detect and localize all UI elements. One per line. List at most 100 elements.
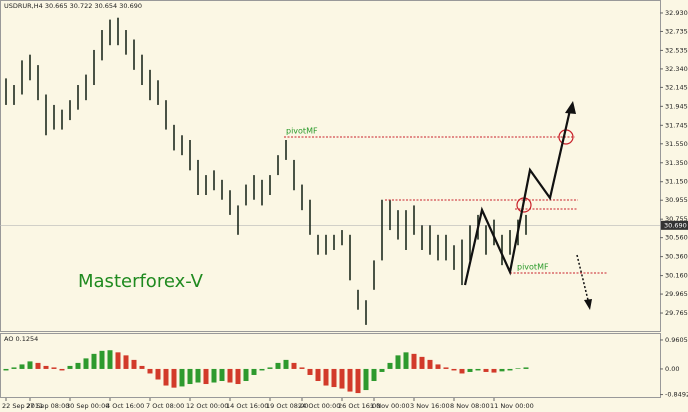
indicator-bar xyxy=(435,364,441,369)
indicator-bar xyxy=(331,368,337,388)
last-price-label: 30.690 xyxy=(664,221,687,229)
indicator-bar xyxy=(411,353,417,369)
indicator-bar xyxy=(83,358,89,369)
x-tick-label: 12 Oct 00:00 xyxy=(186,402,228,410)
indicator-bar xyxy=(523,367,529,369)
indicator-bar xyxy=(163,368,169,386)
indicator-bar xyxy=(355,368,361,394)
indicator-bar xyxy=(179,368,185,387)
indicator-bar xyxy=(347,368,353,392)
indicator-bar xyxy=(299,367,305,369)
y-tick-label: 32.340 xyxy=(665,65,688,73)
indicator-bar xyxy=(51,367,57,369)
indicator-bar xyxy=(283,359,289,369)
indicator-bar xyxy=(499,368,505,372)
y-tick-label: 29.965 xyxy=(665,290,688,298)
indicator-bar xyxy=(467,368,473,372)
arrow-head xyxy=(565,101,576,114)
x-tick-label: 11 Nov 00:00 xyxy=(490,402,534,410)
indicator-bar xyxy=(195,368,201,383)
x-tick-label: 7 Oct 08:00 xyxy=(146,402,184,410)
y-tick-label: 32.735 xyxy=(665,27,688,35)
indicator-bar xyxy=(307,368,313,375)
indicator-bar xyxy=(403,352,409,369)
indicator-bar xyxy=(515,368,521,369)
indicator-bar xyxy=(131,359,137,369)
annotation: pivotMF xyxy=(286,127,318,136)
indicator-bar xyxy=(475,368,481,371)
indicator-bar xyxy=(427,359,433,369)
indicator-bar xyxy=(19,364,25,369)
indicator-bar xyxy=(171,368,177,388)
indicator-bar xyxy=(11,367,17,369)
indicator-bar xyxy=(203,368,209,385)
x-tick-label: 27 Sep 08:00 xyxy=(26,402,69,410)
y2-tick-label: 0.9605 xyxy=(665,336,688,344)
indicator-bar xyxy=(219,368,225,382)
indicator-bar xyxy=(483,368,489,372)
y-tick-label: 30.560 xyxy=(665,234,688,242)
y-tick-label: 30.955 xyxy=(665,196,688,204)
indicator-bar xyxy=(419,356,425,369)
chart-title: USDRUR,H4 30.665 30.722 30.654 30.690 xyxy=(4,2,142,10)
overlay xyxy=(284,101,608,310)
x-tick-label: 14 Oct 16:00 xyxy=(226,402,268,410)
indicator-bar xyxy=(323,368,329,386)
indicator-bar xyxy=(387,362,393,369)
indicator-bar xyxy=(27,361,33,369)
indicator-bar xyxy=(315,368,321,382)
indicator-bar xyxy=(291,362,297,369)
indicator-bar xyxy=(275,362,281,369)
indicator-bar xyxy=(451,368,457,371)
indicator-bar xyxy=(67,365,73,369)
y-tick-label: 30.755 xyxy=(665,215,688,223)
y2-tick-label: -0.8492 xyxy=(665,391,688,399)
indicator-bar xyxy=(147,368,153,374)
y-tick-label: 31.745 xyxy=(665,121,688,129)
annotation: pivotMF xyxy=(517,263,549,272)
indicator-bar xyxy=(267,367,273,369)
indicator-bar xyxy=(139,365,145,369)
indicator-bar xyxy=(35,362,41,369)
y-tick-label: 31.350 xyxy=(665,159,688,167)
last-price-box xyxy=(661,220,688,230)
y-tick-label: 30.360 xyxy=(665,253,688,261)
y-tick-label: 31.550 xyxy=(665,140,688,148)
indicator-bar xyxy=(371,368,377,382)
indicator-bar xyxy=(243,368,249,382)
indicator-panel xyxy=(0,333,661,398)
indicator-bar xyxy=(227,368,233,383)
x-tick-label: 4 Oct 16:00 xyxy=(106,402,144,410)
x-tick-label: 3 Nov 16:00 xyxy=(410,402,450,410)
indicator-bar xyxy=(187,368,193,385)
x-tick-label: 26 Oct 16:00 xyxy=(338,402,380,410)
y-tick-label: 32.930 xyxy=(665,9,688,17)
y-tick-label: 30.160 xyxy=(665,272,688,280)
x-tick-label: 19 Oct 08:00 xyxy=(266,402,308,410)
projection-path xyxy=(463,109,572,286)
indicator-bar xyxy=(107,350,113,369)
x-tick-label: 30 Sep 00:00 xyxy=(66,402,109,410)
x-tick-label: 24 Oct 00:00 xyxy=(298,402,340,410)
indicator-bar xyxy=(363,368,369,391)
arrow-head xyxy=(584,299,592,310)
indicator-bar xyxy=(43,365,49,369)
indicator-bar xyxy=(339,368,345,389)
indicator-bar xyxy=(155,368,161,380)
main-panel xyxy=(0,0,661,332)
x-tick-label: 8 Nov 08:00 xyxy=(450,402,490,410)
indicator-bar xyxy=(123,355,129,369)
y-tick-label: 29.765 xyxy=(665,309,688,317)
indicator-bar xyxy=(59,368,65,371)
y2-tick-label: 0.00 xyxy=(665,365,679,373)
y-tick-label: 32.535 xyxy=(665,46,688,54)
indicator-bar xyxy=(507,368,513,371)
y-tick-label: 31.150 xyxy=(665,178,688,186)
indicator-bar xyxy=(91,353,97,369)
indicator-bar xyxy=(99,350,105,369)
indicator-bar xyxy=(3,368,9,371)
indicator-bar xyxy=(443,367,449,369)
indicator-bar xyxy=(379,368,385,372)
